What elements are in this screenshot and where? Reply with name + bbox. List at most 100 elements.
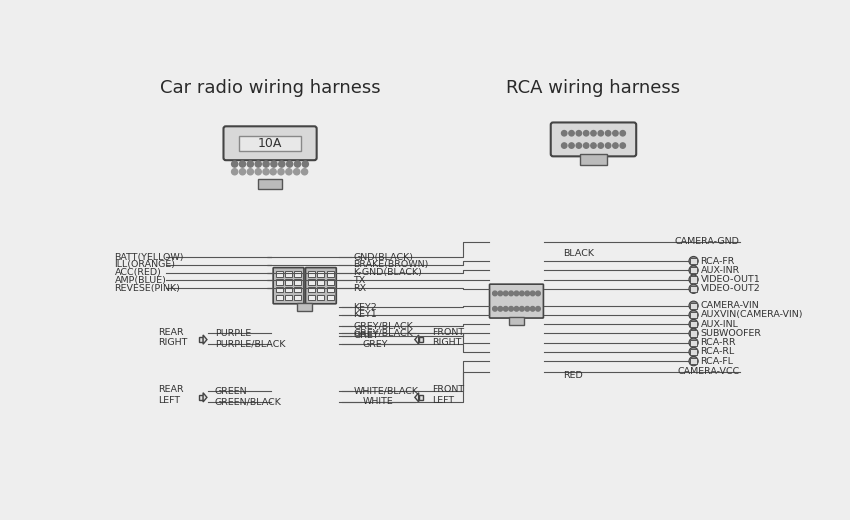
Circle shape xyxy=(263,161,269,167)
Bar xyxy=(690,358,697,364)
Text: Car radio wiring harness: Car radio wiring harness xyxy=(160,80,381,97)
Bar xyxy=(690,312,697,318)
Bar xyxy=(690,321,697,327)
Text: FRONT
LEFT: FRONT LEFT xyxy=(432,385,464,405)
Text: VIDEO-OUT1: VIDEO-OUT1 xyxy=(700,275,760,284)
Circle shape xyxy=(689,256,698,266)
Text: WHITE/BLACK: WHITE/BLACK xyxy=(354,387,418,396)
Bar xyxy=(690,330,697,336)
Text: RCA-FL: RCA-FL xyxy=(700,357,734,366)
Circle shape xyxy=(598,143,604,148)
Bar xyxy=(317,287,325,292)
Circle shape xyxy=(271,161,277,167)
Bar xyxy=(285,271,292,277)
Circle shape xyxy=(689,301,698,310)
Circle shape xyxy=(514,306,518,311)
Circle shape xyxy=(689,284,698,293)
Bar xyxy=(276,271,283,277)
Text: AUX-INR: AUX-INR xyxy=(700,266,740,275)
Bar xyxy=(419,337,422,342)
Text: GREY: GREY xyxy=(354,331,379,340)
Bar xyxy=(199,395,203,400)
Circle shape xyxy=(240,168,246,175)
FancyBboxPatch shape xyxy=(224,126,317,160)
Text: TX: TX xyxy=(354,276,366,285)
Bar xyxy=(199,337,203,342)
Text: RX: RX xyxy=(354,283,366,293)
Bar xyxy=(326,279,333,284)
Text: CAMERA-VCC: CAMERA-VCC xyxy=(677,368,740,376)
Circle shape xyxy=(605,143,611,148)
Circle shape xyxy=(576,131,581,136)
Circle shape xyxy=(493,306,497,311)
Circle shape xyxy=(689,275,698,284)
Bar xyxy=(317,271,325,277)
Circle shape xyxy=(613,131,618,136)
Circle shape xyxy=(689,310,698,320)
FancyBboxPatch shape xyxy=(551,122,636,157)
Circle shape xyxy=(583,143,589,148)
Text: RCA-RL: RCA-RL xyxy=(700,347,734,356)
Circle shape xyxy=(591,131,596,136)
Bar xyxy=(690,349,697,355)
Circle shape xyxy=(263,168,269,175)
Polygon shape xyxy=(415,393,419,402)
Circle shape xyxy=(498,291,502,296)
Text: CAMERA-GND: CAMERA-GND xyxy=(675,237,740,246)
Text: ILL(ORANGE): ILL(ORANGE) xyxy=(115,261,176,269)
Circle shape xyxy=(302,168,308,175)
Circle shape xyxy=(279,161,285,167)
Circle shape xyxy=(270,168,276,175)
Bar xyxy=(258,179,282,189)
Text: WHITE: WHITE xyxy=(362,397,394,407)
Circle shape xyxy=(689,329,698,338)
Bar xyxy=(309,279,315,284)
Circle shape xyxy=(569,143,575,148)
Circle shape xyxy=(231,168,238,175)
Text: GREEN/BLACK: GREEN/BLACK xyxy=(215,397,281,407)
Circle shape xyxy=(503,306,508,311)
Circle shape xyxy=(689,357,698,366)
Text: BATT(YELLOW): BATT(YELLOW) xyxy=(115,253,184,262)
Bar xyxy=(309,287,315,292)
Text: GREY/BLACK: GREY/BLACK xyxy=(354,321,413,330)
Text: VIDEO-OUT2: VIDEO-OUT2 xyxy=(700,284,760,293)
Text: GREY: GREY xyxy=(362,340,388,349)
Text: KEY2: KEY2 xyxy=(354,303,377,312)
Bar xyxy=(326,294,333,300)
Bar xyxy=(285,279,292,284)
Bar xyxy=(276,279,283,284)
Text: REVESE(PINK): REVESE(PINK) xyxy=(115,283,180,293)
Circle shape xyxy=(509,306,513,311)
Bar xyxy=(276,294,283,300)
Text: CAMERA-VIN: CAMERA-VIN xyxy=(700,301,759,310)
Text: RCA wiring harness: RCA wiring harness xyxy=(507,80,681,97)
Circle shape xyxy=(583,131,589,136)
Text: AUXVIN(CAMERA-VIN): AUXVIN(CAMERA-VIN) xyxy=(700,310,803,319)
Circle shape xyxy=(562,131,567,136)
Circle shape xyxy=(293,168,300,175)
Text: AMP(BLUE): AMP(BLUE) xyxy=(115,276,167,285)
Bar xyxy=(276,287,283,292)
Circle shape xyxy=(620,131,626,136)
Bar xyxy=(690,303,697,309)
Circle shape xyxy=(591,143,596,148)
Circle shape xyxy=(286,168,292,175)
Bar xyxy=(690,277,697,283)
Circle shape xyxy=(247,168,253,175)
Circle shape xyxy=(536,291,541,296)
Bar xyxy=(317,294,325,300)
Circle shape xyxy=(689,266,698,275)
Circle shape xyxy=(530,291,535,296)
Bar xyxy=(690,258,697,264)
Polygon shape xyxy=(415,335,419,344)
Text: SUBWOOFER: SUBWOOFER xyxy=(700,329,762,338)
Circle shape xyxy=(576,143,581,148)
Circle shape xyxy=(303,161,309,167)
Circle shape xyxy=(689,338,698,347)
Text: GND(BLACK): GND(BLACK) xyxy=(354,253,413,262)
Text: GREY/BLACK: GREY/BLACK xyxy=(354,329,413,338)
Text: 10A: 10A xyxy=(258,137,282,150)
Bar xyxy=(240,136,301,151)
Bar xyxy=(690,267,697,274)
